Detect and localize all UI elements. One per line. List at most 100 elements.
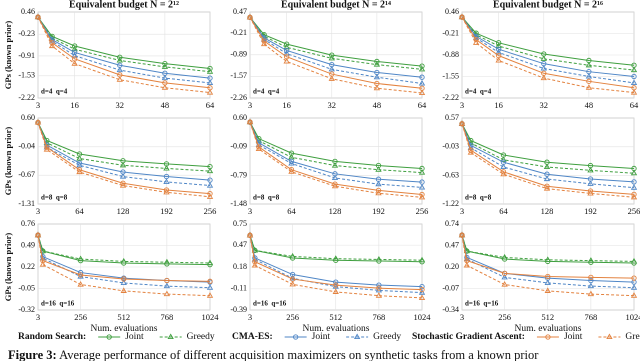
y-tick-label: -0.32 (18, 305, 35, 314)
marker-triangle (206, 284, 214, 290)
marker-triangle (501, 281, 508, 287)
marker-triangle (119, 161, 127, 168)
x-tick-label: 48 (161, 100, 170, 110)
marker-triangle (375, 255, 383, 262)
annotation: d=8 q=8 (465, 194, 492, 202)
marker-triangle (373, 84, 381, 91)
x-tick-label: 256 (204, 206, 217, 216)
marker-triangle (458, 231, 466, 238)
series-line (461, 235, 635, 279)
x-tick-label: 512 (329, 312, 342, 322)
marker-triangle (418, 89, 426, 96)
marker-triangle (71, 52, 78, 58)
x-tick-label: 768 (372, 312, 385, 322)
marker-triangle (375, 166, 382, 172)
x-tick-label: 64 (206, 100, 215, 110)
x-tick-label: 3 (460, 206, 464, 216)
x-tick-label: 3 (248, 206, 252, 216)
y-tick-label: -0.79 (230, 170, 247, 179)
series-line (249, 17, 423, 70)
marker-triangle (206, 259, 214, 266)
series-line (37, 16, 211, 73)
x-tick-label: 128 (541, 206, 554, 216)
marker-triangle (163, 282, 171, 289)
y-tick-label: -1.55 (442, 71, 459, 80)
series-line (37, 235, 211, 282)
marker-circle (545, 334, 551, 340)
marker-circle (106, 334, 112, 340)
marker-circle (117, 54, 123, 60)
series-line (37, 16, 211, 69)
legend-label: Joint (312, 332, 331, 342)
x-tick-label: 64 (287, 206, 296, 216)
marker-triangle (418, 289, 426, 295)
marker-triangle (331, 174, 339, 181)
marker-circle (496, 46, 502, 52)
x-tick-label: 48 (373, 100, 382, 110)
marker-triangle (77, 255, 84, 262)
marker-circle (162, 61, 168, 67)
marker-triangle (585, 72, 593, 79)
annotation: d=4 q=4 (41, 88, 68, 96)
plot-area (461, 117, 635, 205)
annotation: d=4 q=4 (465, 88, 492, 96)
series-line (461, 123, 635, 183)
marker-circle (333, 282, 339, 288)
marker-triangle (495, 48, 502, 55)
x-tick-label: 32 (328, 100, 337, 110)
series-line (461, 16, 635, 84)
caption-label: Figure 3: (8, 348, 57, 361)
marker-circle (76, 160, 83, 166)
marker-triangle (289, 252, 296, 259)
x-tick-label: 48 (585, 100, 594, 110)
y-tick-label: 0.75 (233, 219, 247, 228)
marker-triangle (43, 146, 51, 152)
series-line (37, 122, 211, 181)
y-tick-label: 0.60 (21, 113, 35, 122)
marker-circle (500, 169, 507, 175)
marker-triangle (288, 168, 295, 174)
marker-circle (419, 283, 425, 290)
series-line (249, 235, 423, 291)
marker-triangle (163, 164, 170, 171)
series-line (461, 16, 635, 71)
series-line (461, 123, 635, 169)
y-tick-label: 0.60 (233, 113, 247, 122)
marker-triangle (288, 159, 295, 166)
y-tick-label: -0.21 (442, 28, 459, 37)
marker-triangle (500, 163, 507, 170)
x-tick-label: 256 (416, 206, 429, 216)
marker-triangle (48, 42, 56, 49)
marker-triangle (418, 169, 426, 175)
marker-triangle (331, 182, 339, 189)
marker-triangle (375, 292, 383, 298)
x-tick-label: 768 (584, 312, 597, 322)
marker-triangle (630, 284, 638, 290)
marker-triangle (458, 120, 466, 126)
marker-circle (545, 273, 551, 280)
y-tick-label: -0.63 (442, 170, 459, 179)
marker-triangle (375, 180, 382, 187)
x-tick-label: 32 (116, 100, 125, 110)
marker-triangle (540, 64, 547, 71)
marker-circle (207, 278, 213, 284)
series-line (249, 17, 423, 67)
marker-triangle (116, 66, 123, 73)
legend-group-title: CMA-ES: (232, 332, 273, 342)
series-line (249, 121, 423, 169)
series-line (461, 123, 635, 174)
series-line (249, 17, 423, 78)
x-axis-label: Num. evaluations (90, 324, 157, 334)
marker-triangle (418, 256, 426, 263)
marker-triangle (630, 66, 638, 73)
series-line (249, 17, 423, 89)
marker-circle (207, 65, 213, 72)
marker-triangle (585, 84, 593, 90)
x-tick-label: 64 (418, 100, 427, 110)
y-tick-label: -0.21 (230, 28, 247, 37)
marker-circle (631, 73, 637, 80)
marker-circle (419, 74, 425, 80)
marker-triangle (246, 13, 254, 20)
series-line (37, 235, 211, 264)
marker-triangle (373, 61, 381, 67)
